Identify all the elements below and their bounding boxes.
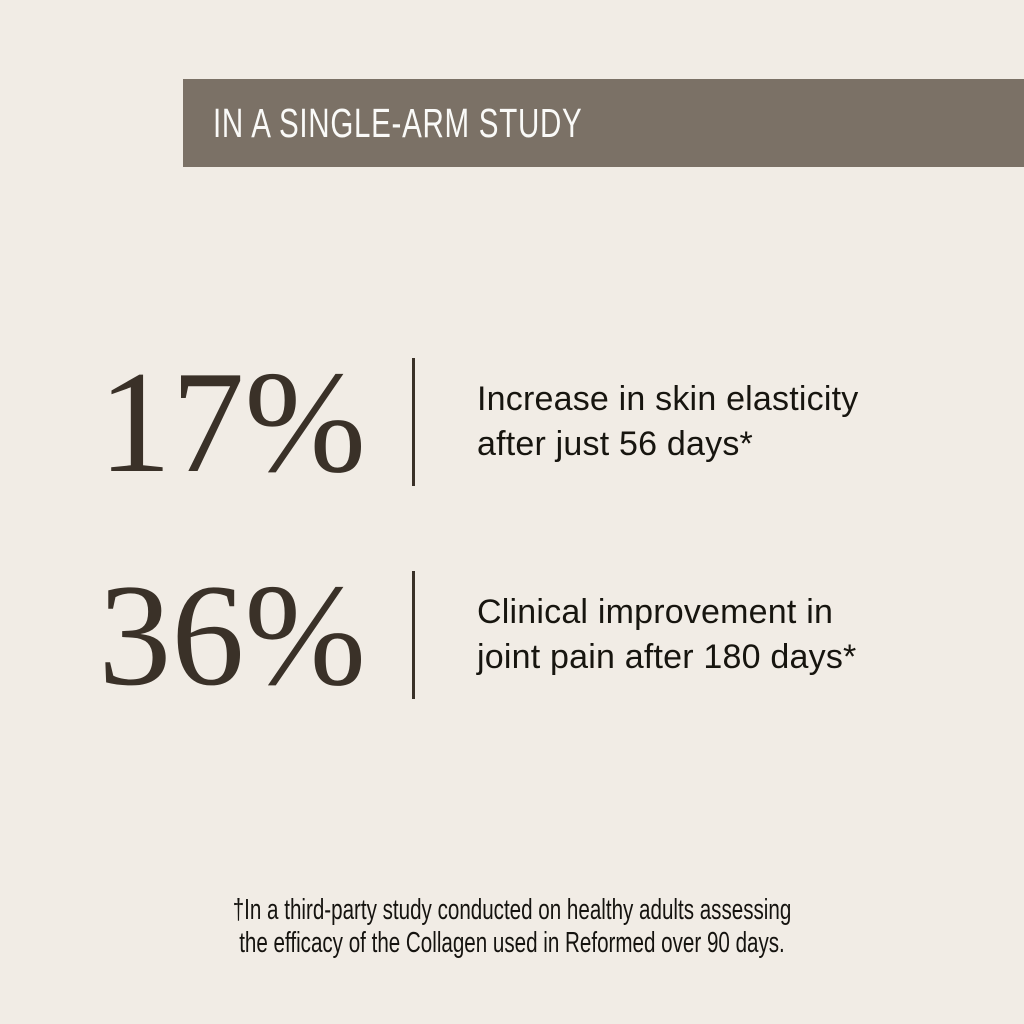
- stat-description-line: joint pain after 180 days*: [477, 638, 857, 676]
- stat-description-skin-elasticity: Increase in skin elasticity after just 5…: [477, 377, 858, 467]
- banner: IN A SINGLE-ARM STUDY: [183, 79, 1024, 167]
- stat-description-line: Increase in skin elasticity: [477, 380, 859, 418]
- stat-description-line: Clinical improvement in: [477, 593, 834, 631]
- stat-value-joint-pain: 36%: [98, 554, 366, 716]
- stat-value-skin-elasticity: 17%: [98, 341, 366, 503]
- vertical-divider: [412, 358, 415, 486]
- stat-description-line: after just 56 days*: [477, 425, 753, 463]
- stat-row-skin-elasticity: 17% Increase in skin elasticity after ju…: [0, 337, 1024, 507]
- stat-description-joint-pain: Clinical improvement in joint pain after…: [477, 590, 856, 680]
- footnote: †In a third-party study conducted on hea…: [148, 894, 875, 960]
- footnote-line: †In a third-party study conducted on hea…: [232, 894, 792, 926]
- footnote-line: the efficacy of the Collagen used in Ref…: [239, 927, 785, 959]
- vertical-divider: [412, 571, 415, 699]
- stat-row-joint-pain: 36% Clinical improvement in joint pain a…: [0, 550, 1024, 720]
- banner-title: IN A SINGLE-ARM STUDY: [213, 99, 583, 146]
